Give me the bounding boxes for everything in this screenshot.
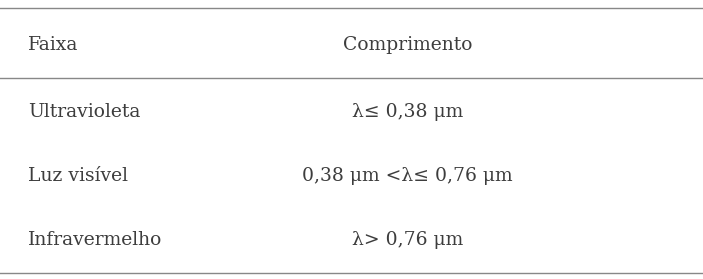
Text: Ultravioleta: Ultravioleta xyxy=(28,103,141,121)
Text: λ> 0,76 μm: λ> 0,76 μm xyxy=(352,231,463,249)
Text: Comprimento: Comprimento xyxy=(343,36,472,54)
Text: λ≤ 0,38 μm: λ≤ 0,38 μm xyxy=(352,103,463,121)
Text: Luz visível: Luz visível xyxy=(28,167,128,185)
Text: Faixa: Faixa xyxy=(28,36,79,54)
Text: 0,38 μm <λ≤ 0,76 μm: 0,38 μm <λ≤ 0,76 μm xyxy=(302,167,513,185)
Text: Infravermelho: Infravermelho xyxy=(28,231,162,249)
